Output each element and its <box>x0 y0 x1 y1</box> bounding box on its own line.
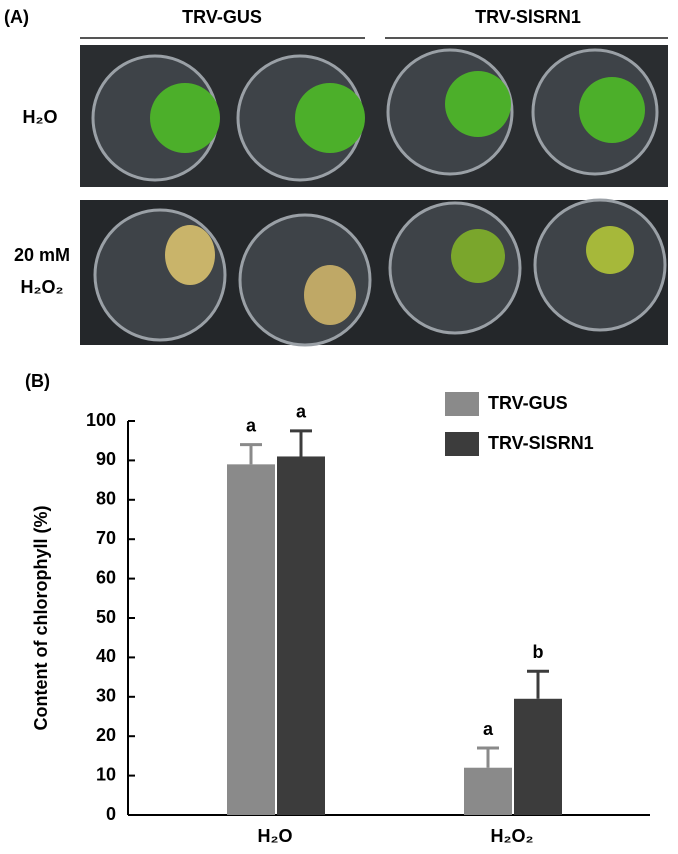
row-label: H₂O₂ <box>21 277 64 297</box>
legend-swatch <box>445 432 479 456</box>
y-tick-label: 90 <box>96 449 116 469</box>
significance-letter: a <box>246 415 257 435</box>
y-tick-label: 0 <box>106 804 116 824</box>
y-tick-label: 30 <box>96 686 116 706</box>
row-label: H₂O <box>23 107 58 127</box>
x-tick-label: H₂O <box>258 826 293 846</box>
panel-label: (B) <box>25 371 50 391</box>
panel-label: (A) <box>4 7 29 27</box>
error-bar <box>290 429 312 457</box>
y-tick-label: 40 <box>96 646 116 666</box>
row-label: 20 mM <box>14 245 70 265</box>
y-tick-label: 20 <box>96 725 116 745</box>
bar <box>277 456 325 815</box>
x-tick-label: H₂O₂ <box>491 826 534 846</box>
significance-letter: b <box>533 642 544 662</box>
column-label: TRV-SlSRN1 <box>475 7 581 27</box>
y-tick-label: 70 <box>96 528 116 548</box>
y-tick-label: 60 <box>96 567 116 587</box>
error-bar <box>527 669 549 699</box>
y-tick-label: 10 <box>96 764 116 784</box>
y-tick-label: 50 <box>96 607 116 627</box>
error-bar <box>240 443 262 465</box>
bar <box>227 464 275 815</box>
legend-label: TRV-GUS <box>488 393 568 413</box>
photo <box>80 45 668 347</box>
bar <box>464 767 512 815</box>
column-label: TRV-GUS <box>182 7 262 27</box>
error-bar <box>477 746 499 768</box>
y-axis-label: Content of chlorophyll (%) <box>31 506 51 731</box>
significance-letter: a <box>483 719 494 739</box>
significance-letter: a <box>296 402 307 422</box>
y-tick-label: 80 <box>96 489 116 509</box>
legend-label: TRV-SlSRN1 <box>488 433 594 453</box>
legend-swatch <box>445 392 479 416</box>
bar <box>514 698 562 815</box>
y-tick-label: 100 <box>86 410 116 430</box>
